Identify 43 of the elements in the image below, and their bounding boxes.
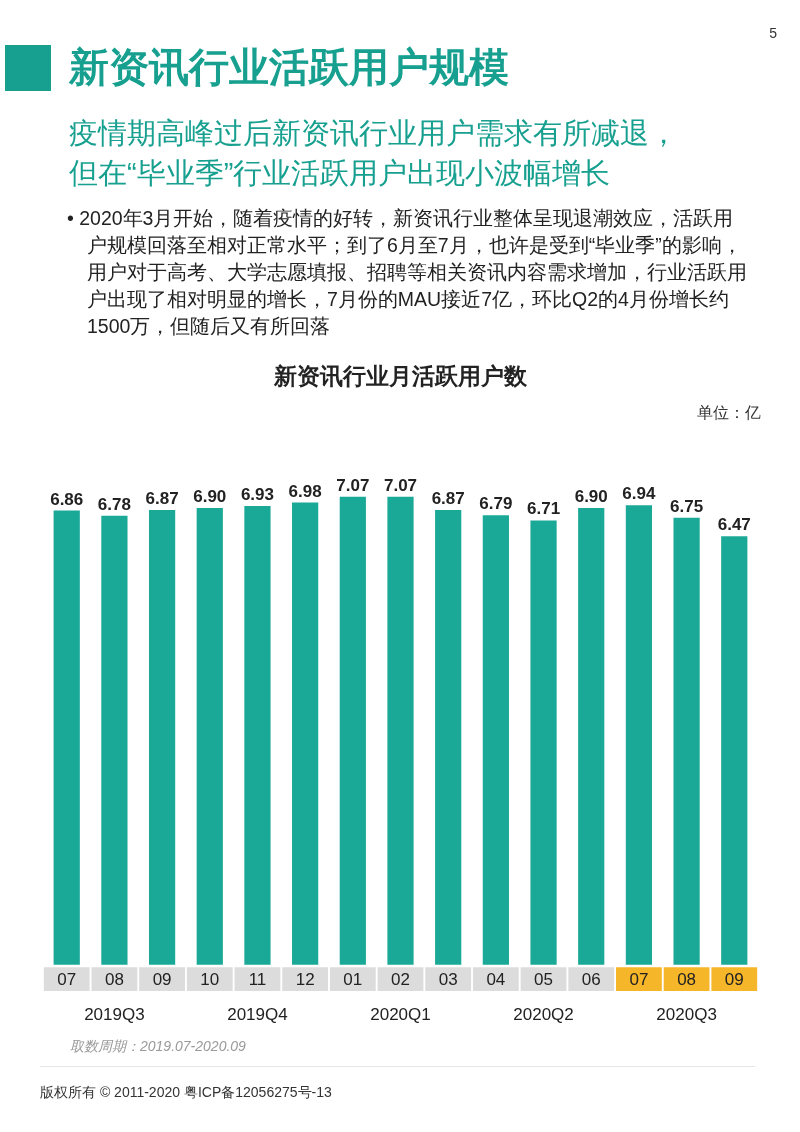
data-label: 6.90 bbox=[193, 486, 227, 506]
chart-title: 新资讯行业月活跃用户数 bbox=[273, 362, 528, 389]
x-tick-label: 04 bbox=[486, 970, 506, 990]
data-label: 7.07 bbox=[383, 475, 418, 495]
text: 5 bbox=[769, 24, 777, 43]
text: 取数周期：2019.07-2020.09 bbox=[70, 1037, 246, 1056]
text: 2020Q1 bbox=[370, 1005, 431, 1025]
text: 2019Q4 bbox=[227, 1005, 288, 1025]
x-tick-label: 03 bbox=[438, 970, 458, 990]
data-label: 6.47 bbox=[717, 515, 751, 535]
x-tick-label: 09 bbox=[152, 970, 172, 990]
text: 2020Q2 bbox=[513, 1005, 574, 1025]
data-label: 6.71 bbox=[527, 499, 561, 519]
x-tick-label: 02 bbox=[391, 970, 410, 990]
data-label: 6.93 bbox=[240, 484, 274, 504]
text: 2020Q3 bbox=[656, 1005, 717, 1025]
x-tick-label: 07 bbox=[629, 970, 649, 990]
x-tick-label: 01 bbox=[343, 970, 363, 990]
x-tick-label: 10 bbox=[200, 970, 220, 990]
text: 版权所有 © 2011-2020 粤ICP备12056275号-13 bbox=[40, 1083, 332, 1102]
text: 新资讯行业活跃用户规模 bbox=[69, 44, 509, 91]
text: 2019Q3 bbox=[84, 1005, 145, 1025]
text: 单位：亿 bbox=[696, 404, 761, 422]
x-tick-label: 12 bbox=[295, 970, 315, 990]
data-label: 7.07 bbox=[336, 475, 370, 495]
data-label: 6.90 bbox=[574, 486, 608, 506]
x-tick-label: 05 bbox=[534, 970, 554, 990]
data-label: 6.79 bbox=[479, 494, 513, 514]
x-tick-label: 08 bbox=[104, 970, 124, 990]
data-label: 6.87 bbox=[431, 488, 465, 508]
x-tick-label: 07 bbox=[57, 970, 77, 990]
data-label: 6.86 bbox=[50, 489, 84, 509]
data-label: 6.87 bbox=[145, 488, 179, 508]
data-label: 6.98 bbox=[288, 481, 322, 501]
text: • 2020年3月开始，随着疫情的好转，新资讯行业整体呈现退潮效应，活跃用户规模回落至相对正常水平；到了6月至7月，也许是受到“毕业季”的影响，用户对于高考、大学志愿填报、招聘等相关资讯内容需求增加，行业活跃用户出现了相对明显的增长，7月份的MAU接近7亿，环比Q2的4月份增长约1500万，但随后又有所回落 bbox=[67, 206, 747, 339]
data-label: 6.75 bbox=[670, 496, 704, 516]
x-tick-label: 09 bbox=[724, 970, 744, 990]
data-label: 6.78 bbox=[97, 494, 131, 514]
x-tick-label: 08 bbox=[677, 970, 697, 990]
x-tick-label: 11 bbox=[248, 970, 267, 990]
chart-subtitle: 疫情期高峰过后新资讯行业用户需求有所减退，但在“毕业季”行业活跃用户出现小波幅增长 bbox=[69, 116, 679, 191]
x-tick-label: 06 bbox=[581, 970, 601, 990]
data-label: 6.94 bbox=[622, 484, 656, 504]
